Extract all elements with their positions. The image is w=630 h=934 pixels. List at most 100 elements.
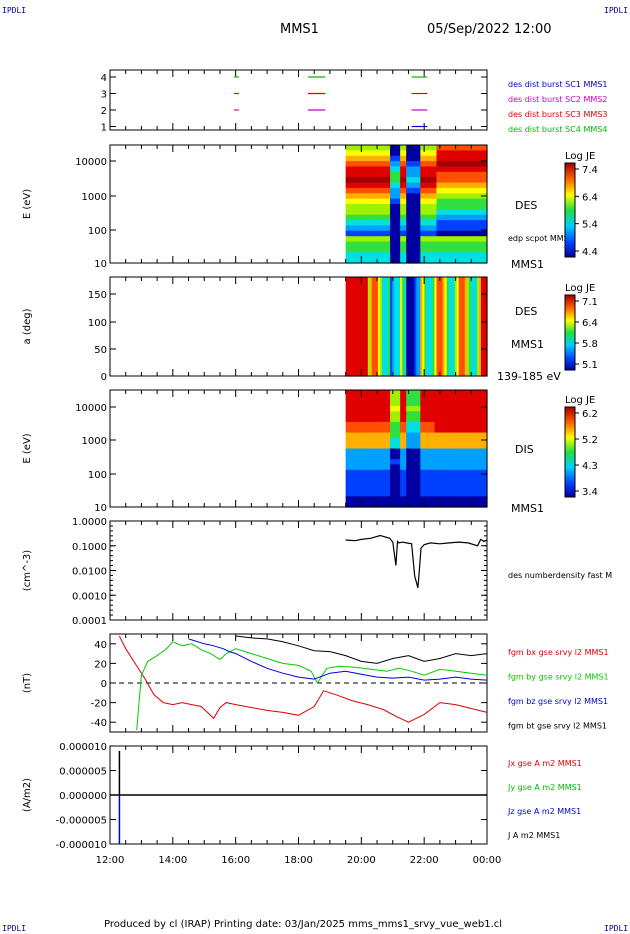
heatmap-cell	[442, 371, 446, 377]
heatmap-cell	[420, 246, 423, 253]
heatmap-cell	[434, 281, 438, 287]
heatmap-cell	[345, 313, 349, 319]
heatmap-cell	[392, 344, 395, 350]
heatmap-cell	[484, 432, 488, 439]
heatmap-cell	[363, 448, 367, 455]
heatmap-cell	[426, 480, 430, 487]
heatmap-cell	[452, 313, 456, 319]
des-pitch-colorbar-tick-label: 6.4	[582, 318, 598, 329]
heatmap-cell	[361, 193, 365, 200]
heatmap-cell	[390, 395, 393, 402]
heatmap-cell	[426, 246, 430, 253]
heatmap-cell	[379, 204, 383, 210]
heatmap-cell	[379, 367, 383, 373]
heatmap-cell	[454, 496, 458, 503]
heatmap-cell	[359, 241, 363, 248]
heatmap-cell	[416, 496, 419, 503]
heatmap-cell	[369, 390, 373, 396]
heatmap-cell	[377, 358, 381, 364]
heatmap-cell	[420, 421, 423, 428]
heatmap-cell	[446, 257, 450, 264]
heatmap-cell	[456, 371, 460, 377]
heatmap-cell	[408, 400, 411, 407]
heatmap-cell	[444, 187, 448, 194]
heatmap-cell	[460, 246, 464, 253]
heatmap-cell	[412, 421, 415, 428]
heatmap-cell	[361, 209, 365, 216]
heatmap-cell	[365, 344, 369, 350]
heatmap-cell	[432, 290, 436, 296]
heatmap-cell	[456, 353, 460, 359]
heatmap-cell	[384, 491, 387, 497]
heatmap-cell	[353, 475, 357, 482]
heatmap-cell	[454, 241, 458, 248]
heatmap-cell	[355, 299, 359, 305]
heatmap-cell	[351, 464, 355, 471]
heatmap-cell	[369, 145, 373, 151]
heatmap-cell	[452, 193, 456, 200]
heatmap-cell	[456, 416, 460, 423]
heatmap-cell	[408, 349, 411, 355]
heatmap-cell	[388, 236, 391, 243]
heatmap-cell	[410, 308, 413, 314]
heatmap-cell	[394, 405, 397, 412]
heatmap-cell	[438, 161, 442, 168]
heatmap-cell	[438, 335, 442, 341]
heatmap-cell	[474, 405, 478, 412]
heatmap-cell	[396, 214, 399, 221]
heatmap-cell	[438, 322, 442, 328]
heatmap-cell	[448, 198, 452, 205]
heatmap-cell	[351, 416, 355, 423]
heatmap-cell	[351, 161, 355, 168]
heatmap-cell	[480, 257, 484, 264]
heatmap-cell	[402, 313, 405, 319]
heatmap-cell	[456, 367, 460, 373]
heatmap-cell	[470, 150, 474, 157]
heatmap-cell	[369, 480, 373, 487]
heatmap-cell	[363, 155, 367, 162]
heatmap-cell	[386, 252, 389, 259]
heatmap-cell	[384, 252, 387, 259]
heatmap-cell	[436, 187, 440, 194]
heatmap-cell	[432, 277, 436, 283]
heatmap-cell	[400, 187, 403, 194]
heatmap-cell	[474, 161, 478, 168]
heatmap-cell	[418, 145, 421, 151]
heatmap-cell	[448, 358, 452, 364]
heatmap-cell	[438, 367, 442, 373]
heatmap-cell	[426, 416, 430, 423]
heatmap-cell	[466, 340, 470, 346]
heatmap-cell	[456, 155, 460, 162]
heatmap-cell	[390, 246, 393, 253]
heatmap-cell	[357, 448, 361, 455]
heatmap-cell	[438, 475, 442, 482]
heatmap-cell	[446, 453, 450, 460]
heatmap-cell	[444, 432, 448, 439]
heatmap-cell	[482, 485, 486, 492]
heatmap-cell	[452, 353, 456, 359]
heatmap-cell	[371, 443, 375, 450]
heatmap-cell	[361, 437, 365, 444]
heatmap-cell	[359, 209, 363, 216]
heatmap-cell	[357, 166, 361, 173]
heatmap-cell	[359, 340, 363, 346]
heatmap-cell	[476, 236, 480, 243]
heatmap-cell	[424, 326, 428, 332]
heatmap-cell	[347, 182, 351, 189]
heatmap-cell	[367, 416, 371, 423]
heatmap-cell	[388, 161, 391, 168]
heatmap-cell	[412, 241, 415, 248]
heatmap-cell	[422, 308, 425, 314]
heatmap-cell	[388, 353, 391, 359]
heatmap-cell	[416, 432, 419, 439]
heatmap-cell	[446, 405, 450, 412]
heatmap-cell	[476, 313, 480, 319]
heatmap-cell	[472, 421, 476, 428]
heatmap-cell	[390, 150, 393, 157]
heatmap-cell	[377, 286, 381, 292]
heatmap-cell	[396, 358, 399, 364]
heatmap-cell	[363, 317, 367, 323]
heatmap-cell	[349, 277, 353, 283]
heatmap-cell	[353, 257, 357, 264]
dis-energy-right-label: MMS1	[511, 502, 544, 515]
